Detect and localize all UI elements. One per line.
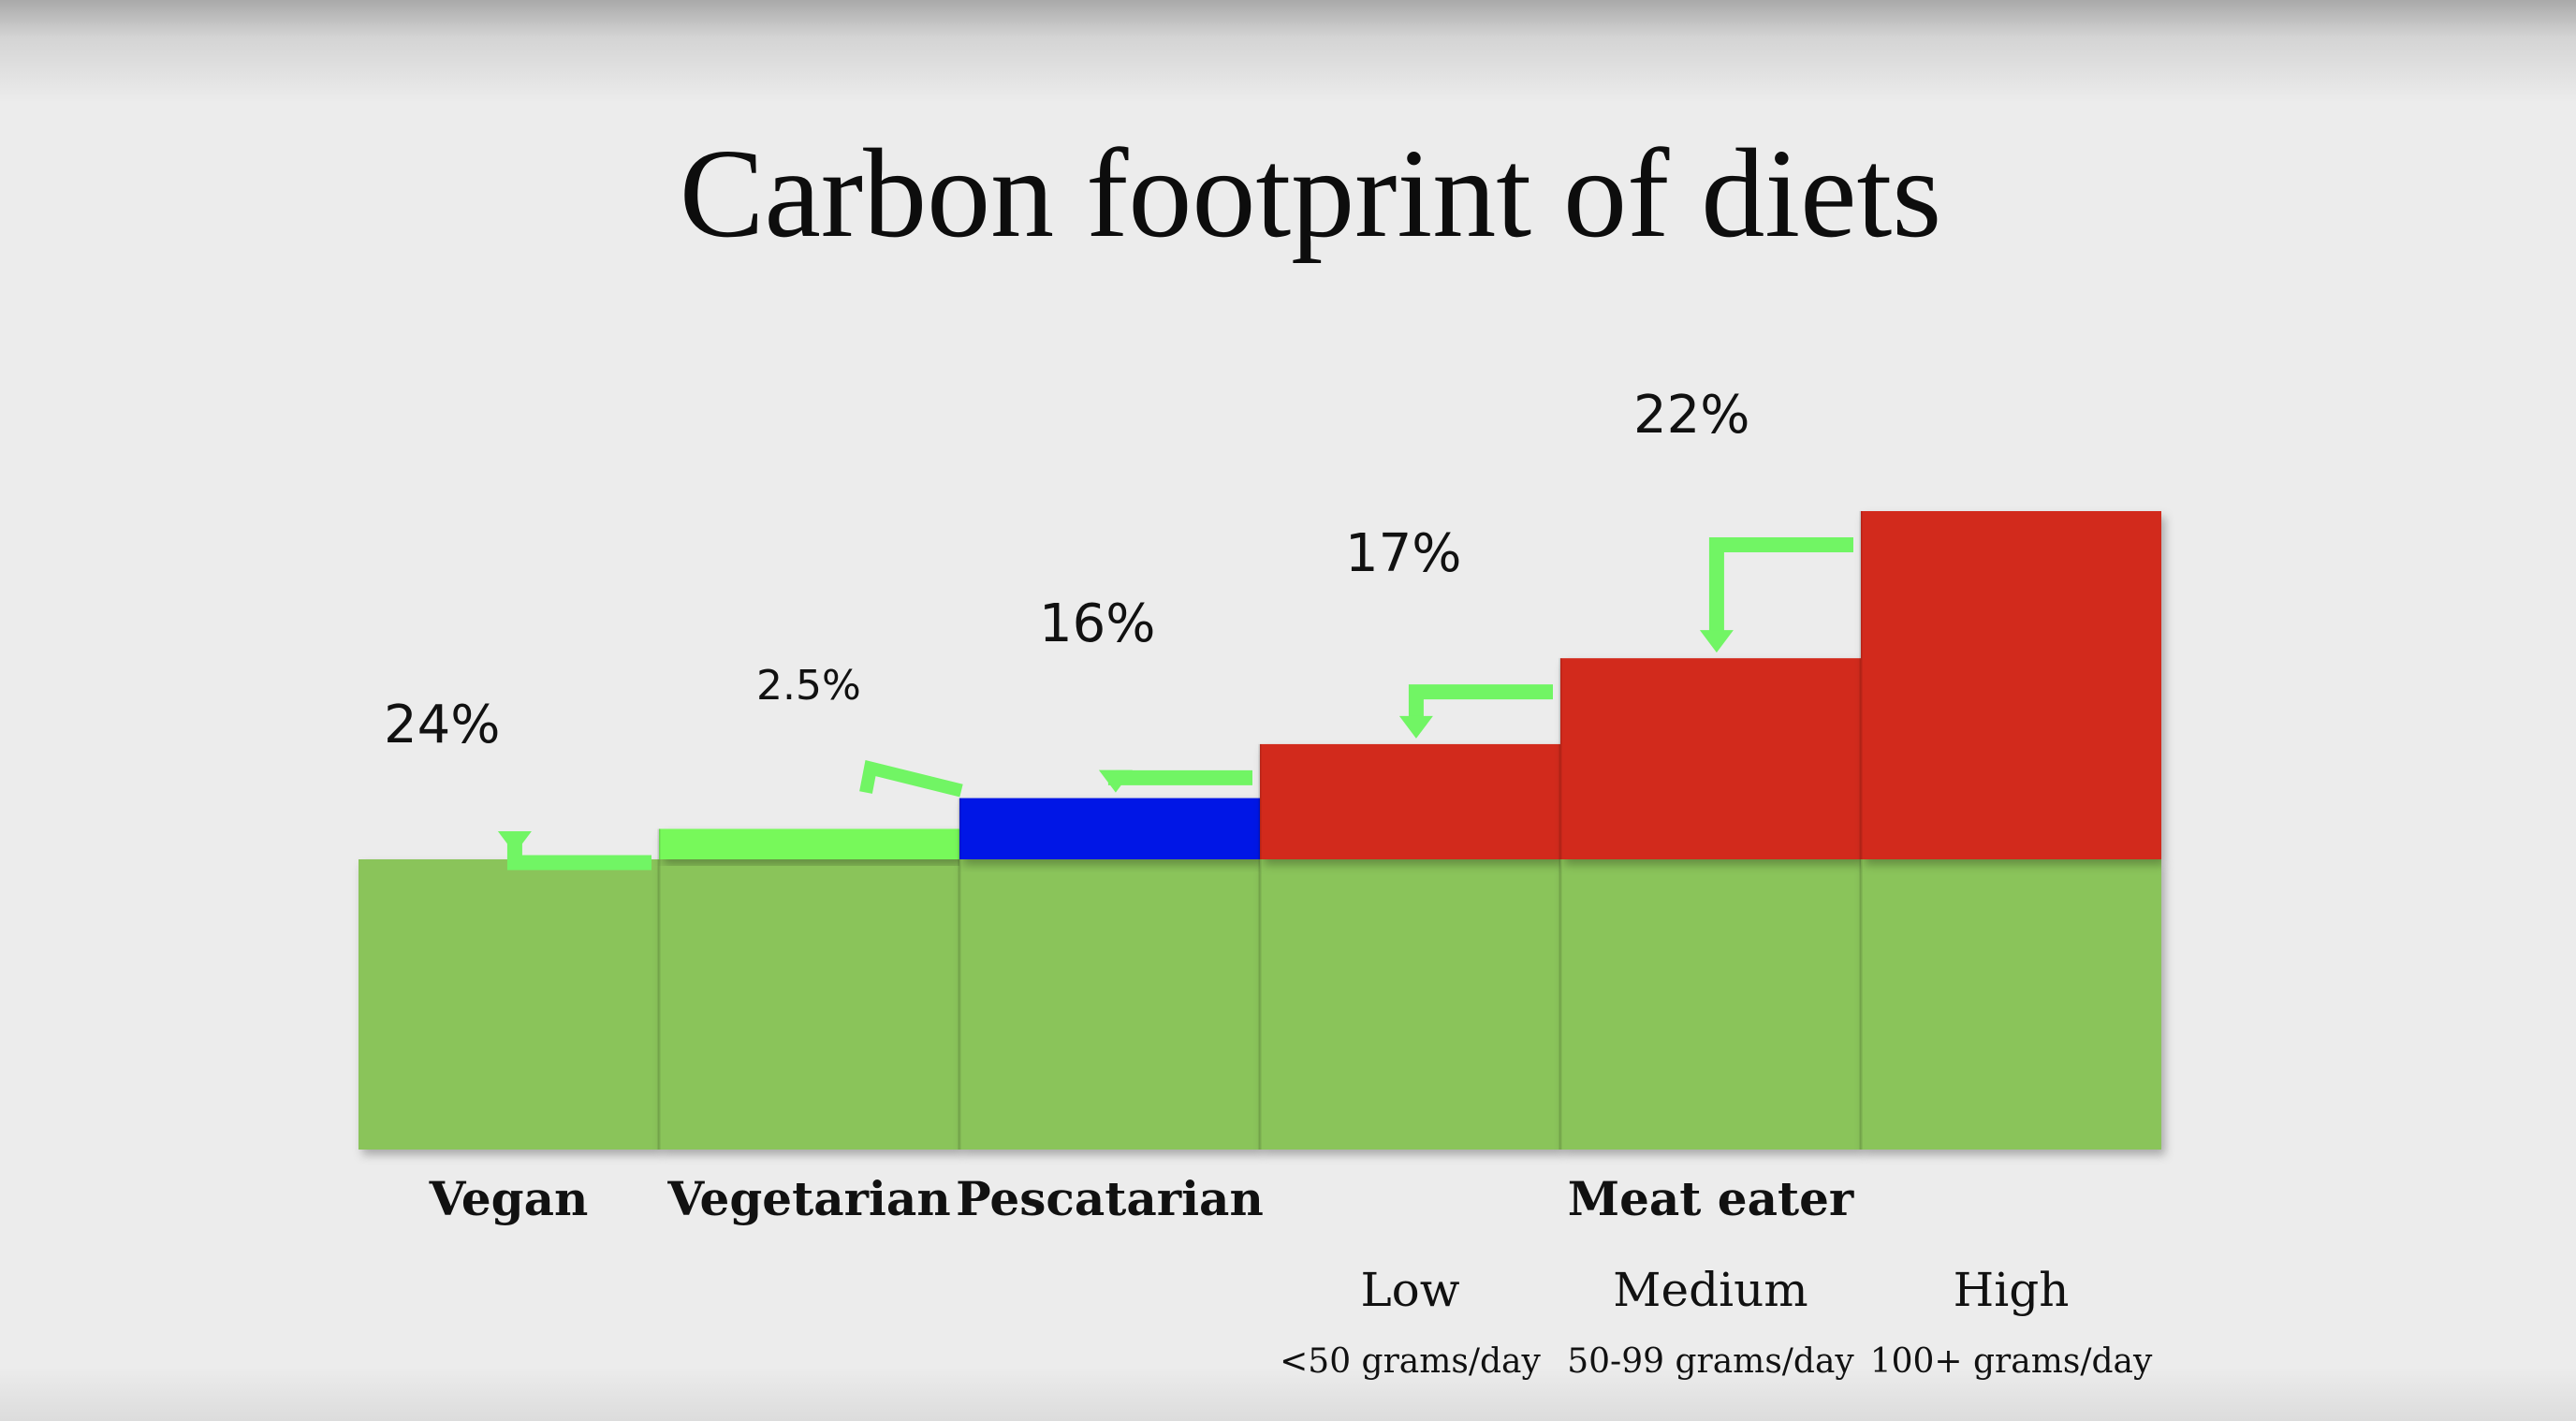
subcategory-range-medium: 50-99 grams/day	[1567, 1342, 1854, 1381]
category-label-vegetarian: Vegetarian	[666, 1171, 950, 1226]
extra-bar-vegetarian	[659, 828, 959, 859]
base-bar-medium	[1560, 859, 1861, 1150]
subcategory-range-high: 100+ grams/day	[1870, 1342, 2153, 1381]
category-label-vegan: Vegan	[429, 1171, 589, 1226]
step-arrow-5	[1708, 537, 1853, 635]
arrows-layer	[497, 537, 1853, 871]
step-arrow-head-3	[1098, 769, 1133, 793]
base-bar-low	[1260, 859, 1560, 1150]
base-bar-pescatarian	[959, 859, 1260, 1150]
step-label-1: 24%	[384, 695, 500, 755]
extra-bar-low	[1260, 743, 1560, 859]
step-arrow-3	[1107, 769, 1252, 785]
labels-layer: 24% 2.5% 16% 17% 22% Vegan Vegetarian Pescatari…	[384, 385, 2153, 1381]
extra-bar-medium	[1560, 658, 1861, 859]
step-label-3: 16%	[1039, 593, 1155, 654]
base-bar-high	[1861, 859, 2161, 1150]
chart-title: Carbon footprint of diets	[680, 124, 1941, 264]
group-label-meat-eater: Meat eater	[1568, 1171, 1854, 1226]
subcategory-label-high: High	[1954, 1263, 2070, 1317]
step-arrow-1	[506, 835, 651, 871]
step-arrow-4	[1408, 684, 1553, 720]
extra-bar-high	[1861, 511, 2161, 859]
base-bar-vegetarian	[659, 859, 959, 1150]
bars-layer	[359, 511, 2161, 1150]
step-arrow-head-4	[1398, 715, 1433, 739]
category-label-pescatarian: Pescatarian	[956, 1171, 1264, 1226]
step-arrow-head-1	[497, 831, 532, 854]
base-bar-vegan	[359, 859, 659, 1150]
step-label-5: 22%	[1633, 385, 1749, 446]
step-arrow-2	[859, 760, 963, 798]
step-label-2: 2.5%	[756, 662, 861, 710]
subcategory-label-medium: Medium	[1613, 1263, 1808, 1317]
subcategory-range-low: <50 grams/day	[1280, 1342, 1541, 1381]
extra-bar-pescatarian	[959, 798, 1260, 859]
step-arrow-head-5	[1699, 630, 1734, 653]
subcategory-label-low: Low	[1360, 1263, 1459, 1317]
step-label-4: 17%	[1345, 523, 1461, 584]
